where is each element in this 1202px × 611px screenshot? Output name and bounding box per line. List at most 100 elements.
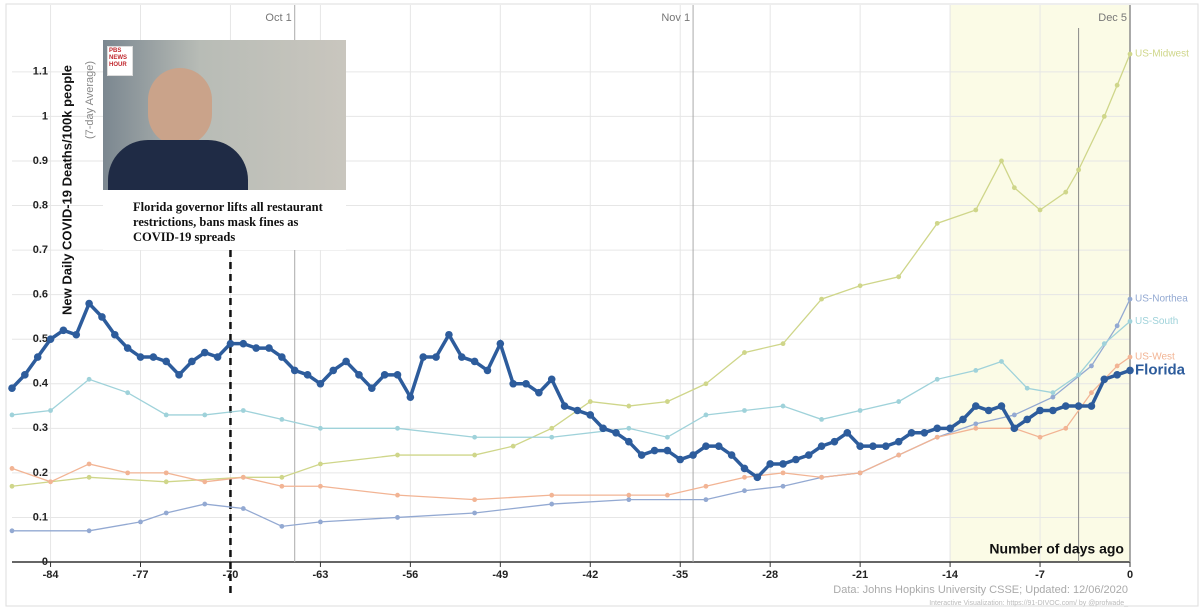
data-point [819, 474, 824, 480]
data-point [780, 470, 786, 476]
data-point [896, 274, 902, 280]
photo-body [108, 140, 248, 190]
source-note: Data: Johns Hopkins University CSSE; Upd… [833, 584, 1128, 596]
data-point [664, 492, 670, 498]
data-point [1101, 341, 1107, 347]
data-point [626, 492, 632, 498]
data-point [1089, 363, 1094, 369]
frame [5, 3, 1199, 607]
series-line [11, 356, 1131, 501]
data-point [59, 326, 68, 335]
data-point [1127, 51, 1133, 57]
data-point [457, 353, 466, 361]
data-point [560, 402, 569, 410]
data-point [1101, 114, 1107, 119]
data-point [200, 348, 209, 357]
data-point [1087, 402, 1096, 410]
data-point [279, 483, 285, 489]
data-point [780, 403, 786, 409]
data-point [689, 451, 697, 459]
data-point [1114, 363, 1120, 369]
series-label: Florida [1135, 361, 1186, 378]
data-point [483, 366, 492, 375]
data-point [819, 296, 824, 302]
data-point [1050, 394, 1056, 400]
series-label: US-Midwest [1135, 49, 1189, 60]
data-point [857, 408, 863, 413]
data-point [1063, 425, 1069, 431]
series-line [10, 300, 1131, 480]
data-point [265, 344, 273, 352]
data-point [318, 483, 323, 489]
date-marker-label: Dec 5 [1098, 12, 1127, 24]
x-tick-label: -49 [492, 569, 508, 581]
data-point [202, 501, 208, 507]
x-tick-label: -42 [582, 569, 598, 581]
data-point [188, 357, 196, 366]
data-point [1074, 402, 1083, 410]
data-point [650, 446, 659, 455]
data-point [1100, 375, 1109, 384]
data-point [33, 353, 42, 361]
x-tick-label: -63 [312, 569, 328, 581]
data-point [239, 339, 248, 348]
data-point [702, 442, 710, 450]
data-point [86, 461, 92, 467]
x-tick-label: -84 [43, 569, 60, 581]
data-point [303, 371, 312, 379]
y-axis-label: New Daily COVID-19 Deaths/100k people [59, 65, 74, 315]
data-point [85, 299, 93, 308]
credit-note: Interactive Visualization: https://91-DI… [929, 600, 1128, 607]
data-point [470, 357, 479, 366]
data-point [9, 483, 15, 489]
x-tick-label: -7 [1035, 569, 1045, 581]
data-point [1011, 412, 1017, 418]
data-point [279, 523, 285, 529]
data-point [1037, 207, 1043, 213]
data-point [1114, 323, 1120, 329]
x-tick-label: -14 [942, 569, 959, 581]
data-point [9, 466, 15, 471]
data-point [329, 366, 338, 375]
data-point [1076, 167, 1081, 173]
data-point [742, 408, 747, 413]
data-point [98, 313, 106, 321]
data-point [1011, 185, 1017, 191]
data-point [472, 510, 478, 516]
x-tick-label: 0 [1127, 569, 1133, 581]
data-point [549, 492, 555, 498]
data-point [703, 497, 709, 503]
data-point [973, 421, 979, 427]
data-point [549, 434, 555, 440]
data-point [202, 479, 208, 485]
data-point [599, 424, 607, 433]
data-point [907, 428, 916, 437]
data-point [149, 353, 158, 361]
data-point [894, 437, 903, 446]
data-point [472, 434, 478, 440]
data-point [664, 434, 670, 440]
data-point [522, 379, 530, 388]
data-point [703, 412, 709, 418]
data-point [48, 408, 53, 413]
data-point [226, 339, 235, 348]
series-label: US-Northea [1135, 294, 1188, 305]
data-point [163, 412, 169, 418]
x-axis-label: Number of days ago [989, 541, 1124, 557]
data-point [342, 357, 350, 366]
data-point [792, 455, 800, 464]
data-point [933, 424, 942, 433]
data-point [202, 412, 208, 418]
data-point [240, 408, 246, 413]
data-point [86, 474, 92, 480]
data-point [162, 357, 171, 366]
x-tick-label: -28 [762, 569, 778, 581]
data-point [1089, 390, 1094, 396]
data-point [496, 339, 505, 348]
data-point [9, 412, 15, 418]
x-tick-label: -35 [672, 569, 688, 581]
data-point [973, 207, 979, 213]
data-point [406, 393, 415, 401]
data-point [612, 428, 620, 437]
data-point [290, 366, 299, 375]
